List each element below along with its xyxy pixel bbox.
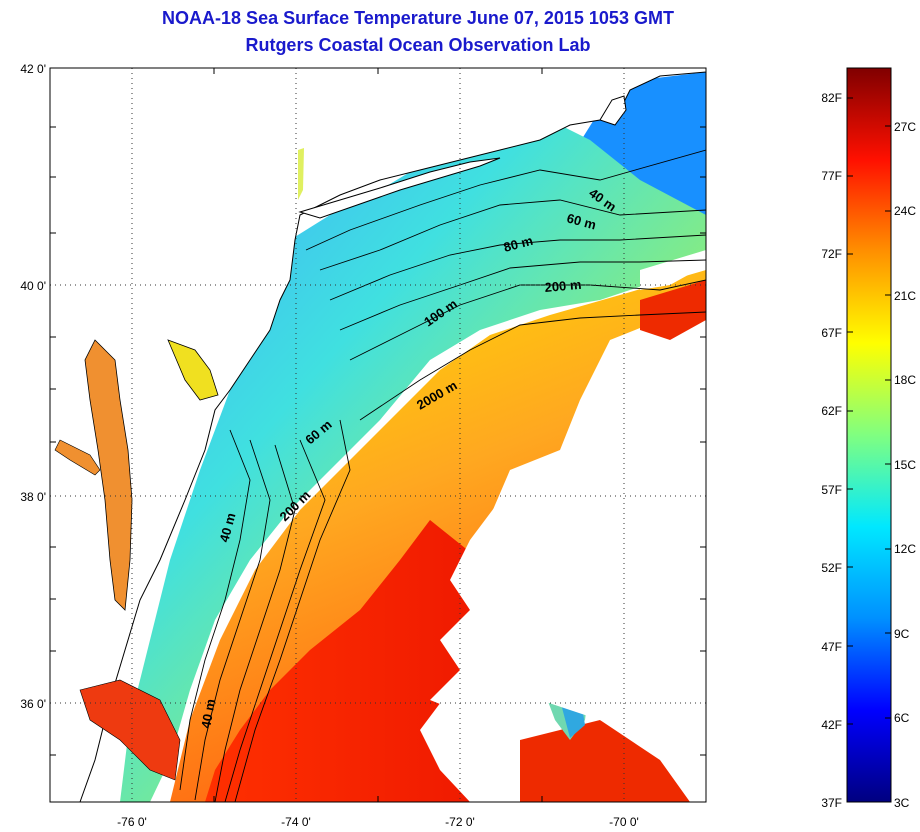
fahrenheit-label: 52F: [821, 561, 842, 575]
hudson-river: [298, 148, 304, 200]
contour-100m: [339, 259, 706, 331]
colorbar-ticks: [847, 97, 891, 725]
lon-label: -76 0': [117, 815, 147, 829]
celsius-label: 6C: [894, 711, 910, 725]
long-island: [298, 157, 501, 219]
fahrenheit-label: 57F: [821, 483, 842, 497]
contour-2000m: [359, 311, 706, 421]
depth-label: 40 m: [198, 698, 218, 730]
map-title-line2: Rutgers Coastal Ocean Observation Lab: [245, 35, 591, 55]
contour-shelf-south-5: [234, 419, 351, 802]
celsius-label: 3C: [894, 796, 910, 810]
pamlico-sound: [79, 679, 181, 781]
celsius-label: 15C: [894, 458, 916, 472]
cloud-mask-northeast: [640, 250, 706, 290]
shelf-water: [120, 125, 706, 802]
contour-shelf-south-2: [194, 439, 271, 801]
lon-label: -72 0': [445, 815, 475, 829]
gulf-stream: [205, 520, 500, 802]
lat-label: 40 0': [20, 279, 46, 293]
depth-label: 40 m: [216, 511, 238, 544]
fahrenheit-label: 37F: [821, 796, 842, 810]
celsius-label: 12C: [894, 542, 916, 556]
warm-filaments: [520, 280, 706, 802]
map-ticks: [50, 68, 706, 802]
cape-cod: [599, 95, 627, 126]
fahrenheit-label: 77F: [821, 169, 842, 183]
colorbar-fahrenheit-labels: 82F 77F 72F 67F 62F 57F 52F 47F 42F 37F: [821, 91, 842, 810]
contour-60m: [319, 199, 706, 271]
colorbar: [846, 67, 892, 803]
contour-shelf-south-4: [224, 439, 326, 802]
fahrenheit-label: 42F: [821, 718, 842, 732]
delaware-bay: [167, 339, 219, 401]
latitude-labels: 42 0' 40 0' 38 0' 36 0': [20, 62, 46, 711]
fahrenheit-label: 67F: [821, 326, 842, 340]
map-title-line1: NOAA-18 Sea Surface Temperature June 07,…: [162, 8, 674, 28]
lon-label: -74 0': [281, 815, 311, 829]
chesapeake-bay: [84, 339, 133, 611]
lat-label: 38 0': [20, 490, 46, 504]
colorbar-celsius-labels: 27C 24C 21C 18C 15C 12C 9C 6C 3C: [894, 120, 916, 810]
contour-shelf-south-1: [179, 429, 251, 791]
fahrenheit-label: 47F: [821, 640, 842, 654]
cloud-mask-east: [430, 330, 706, 760]
celsius-label: 21C: [894, 289, 916, 303]
lon-label: -70 0': [609, 815, 639, 829]
potomac-river: [54, 439, 101, 476]
contour-80m: [329, 234, 706, 301]
lat-label: 36 0': [20, 697, 46, 711]
fahrenheit-label: 82F: [821, 91, 842, 105]
depth-label: 60 m: [565, 210, 598, 232]
sst-map-panel: 40 m 60 m 80 m 200 m 100 m 2000 m 60 m 2…: [50, 68, 706, 802]
longitude-labels: -76 0' -74 0' -72 0' -70 0': [117, 815, 639, 829]
depth-label: 80 m: [502, 233, 535, 255]
celsius-label: 18C: [894, 373, 916, 387]
celsius-label: 24C: [894, 204, 916, 218]
fahrenheit-label: 72F: [821, 247, 842, 261]
celsius-label: 9C: [894, 627, 910, 641]
contour-shelf-south-3: [214, 444, 296, 802]
contour-40m: [305, 149, 706, 251]
fahrenheit-label: 62F: [821, 404, 842, 418]
lat-label: 42 0': [20, 62, 46, 76]
celsius-label: 27C: [894, 120, 916, 134]
depth-label: 200 m: [544, 277, 582, 295]
